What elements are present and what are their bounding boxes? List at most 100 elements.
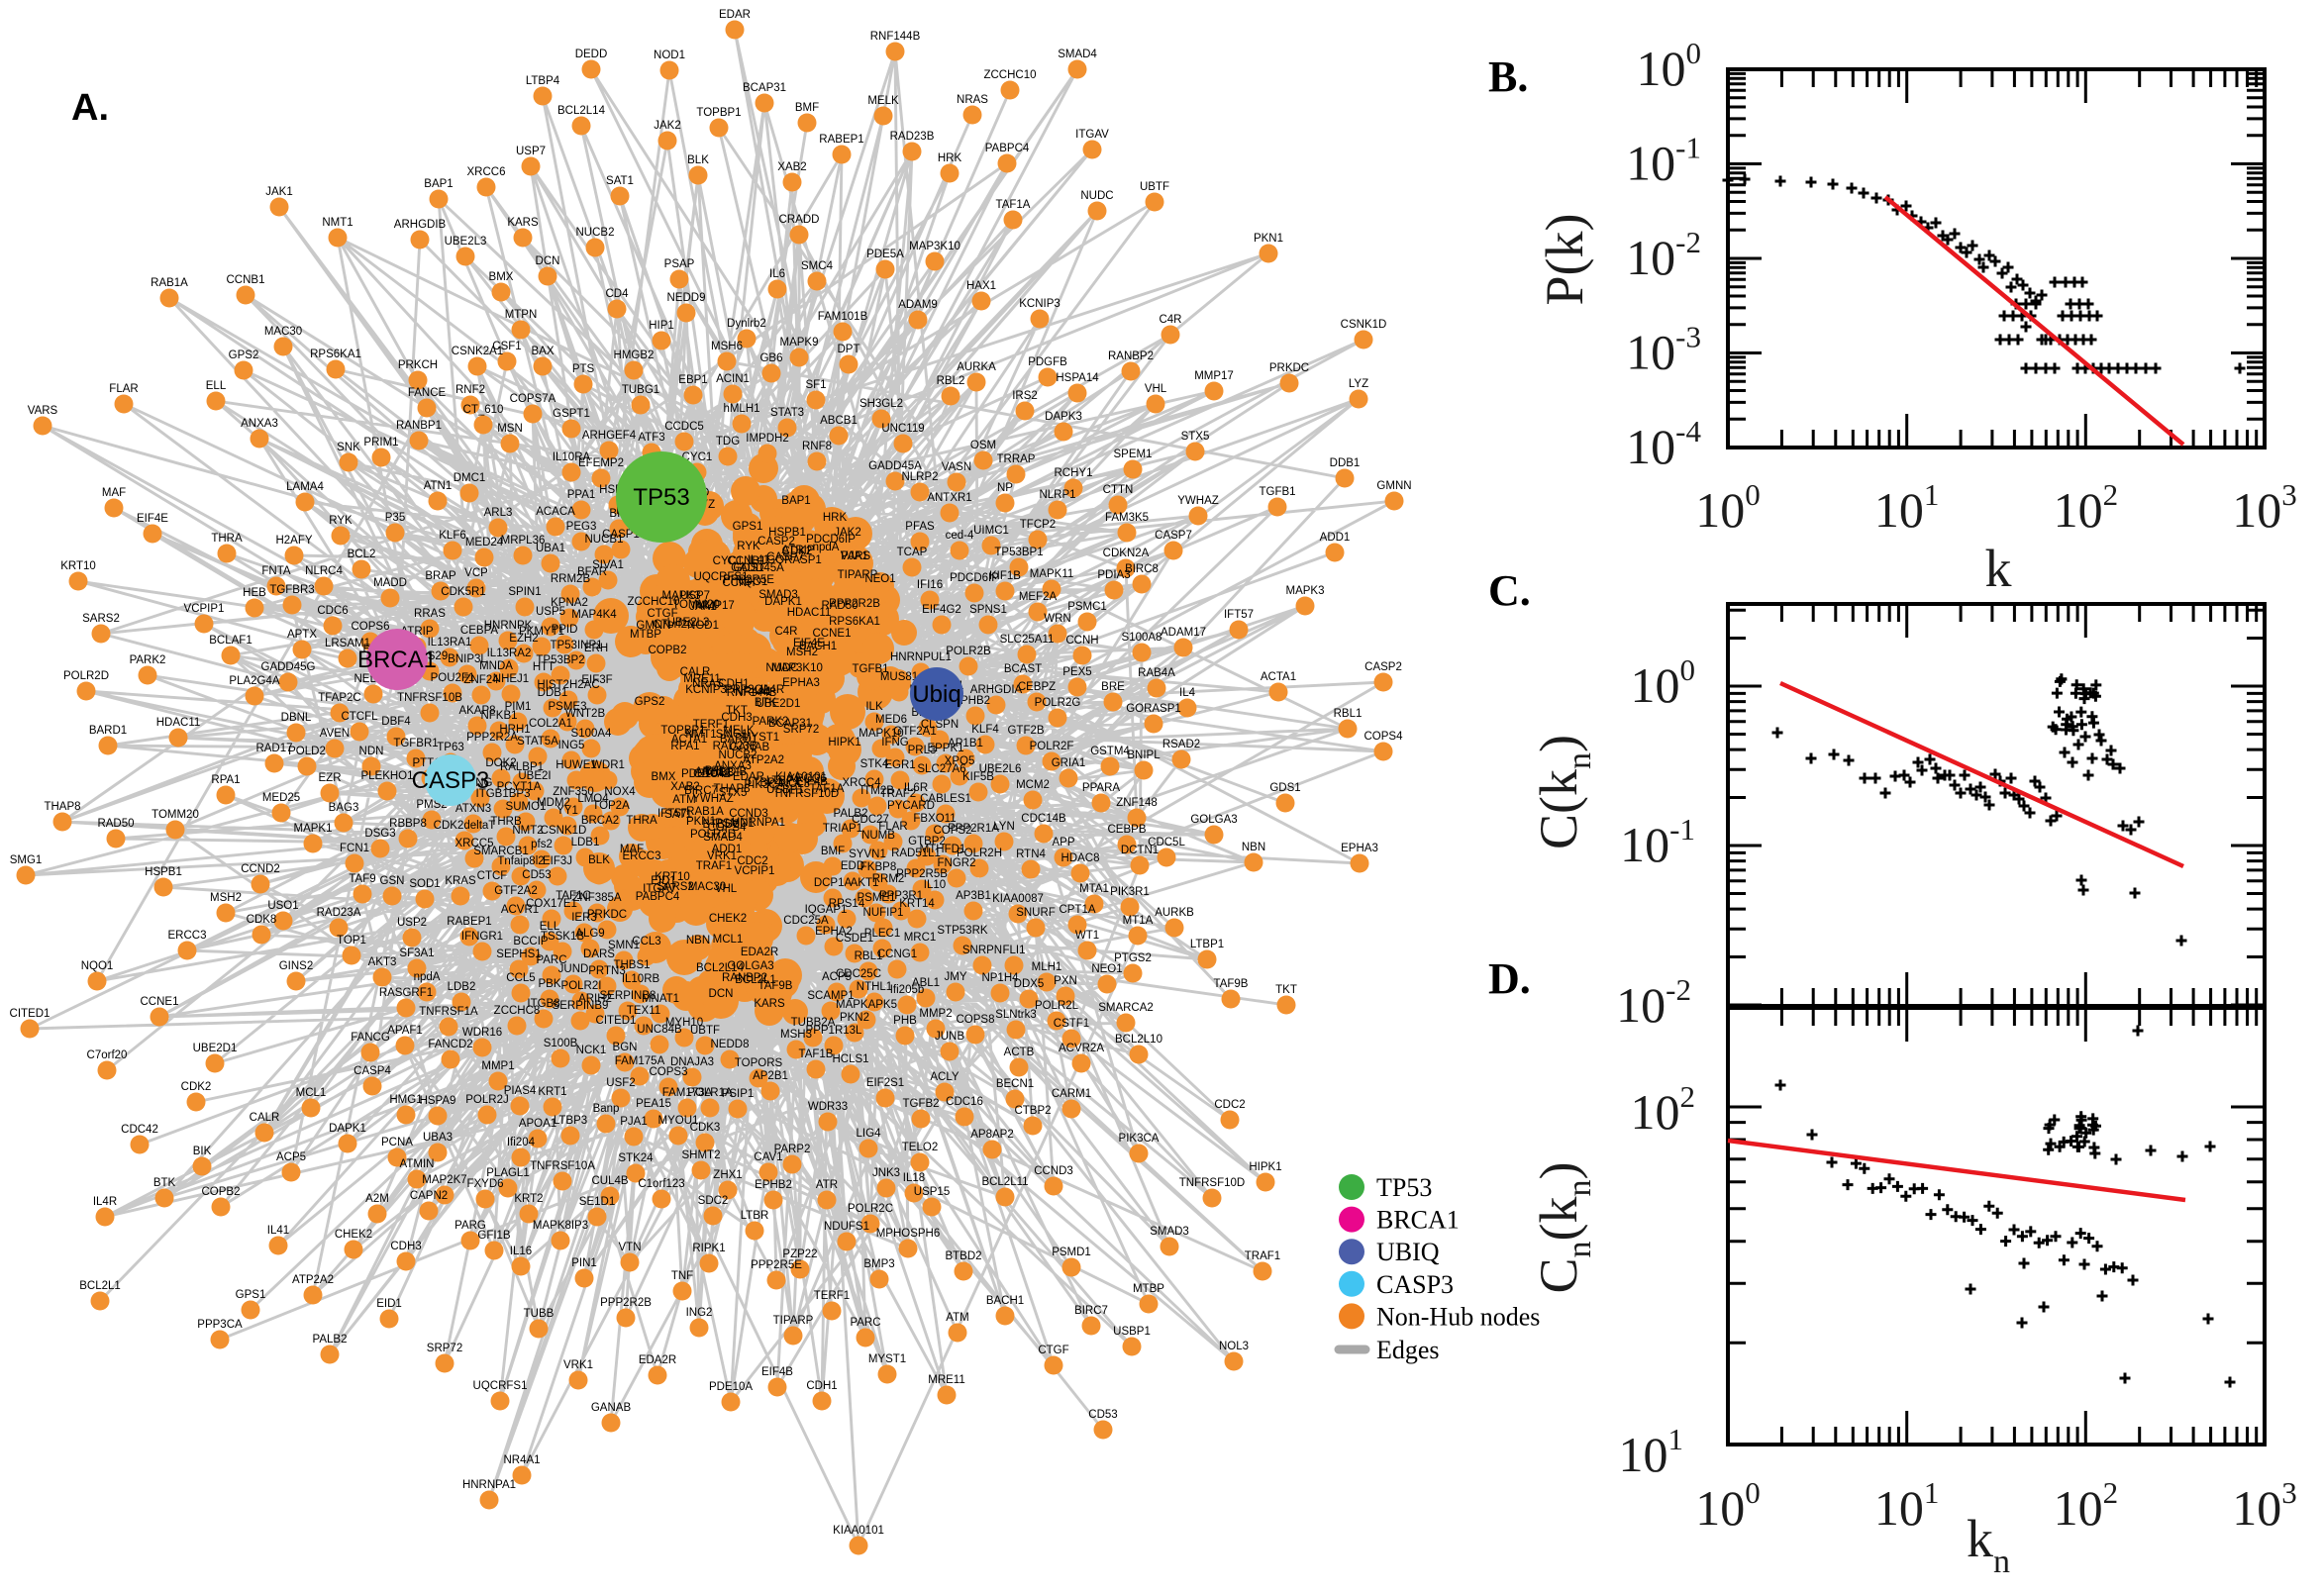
- svg-text:MDM2: MDM2: [537, 797, 570, 809]
- svg-text:BFAR: BFAR: [577, 566, 607, 578]
- svg-text:BIK: BIK: [193, 1146, 212, 1157]
- svg-text:COPB2: COPB2: [649, 645, 687, 656]
- svg-text:BTBD2: BTBD2: [945, 1250, 981, 1262]
- svg-text:PKN1: PKN1: [1254, 233, 1283, 245]
- svg-text:C4R: C4R: [1159, 314, 1181, 326]
- svg-text:MAP4K4: MAP4K4: [571, 609, 617, 621]
- svg-text:10-1: 10-1: [1626, 131, 1701, 191]
- svg-text:GB6: GB6: [759, 352, 782, 364]
- svg-text:ANXA3: ANXA3: [714, 760, 752, 772]
- svg-text:NEO1: NEO1: [864, 573, 895, 585]
- svg-text:CCNE1: CCNE1: [141, 996, 179, 1008]
- svg-text:PPARA: PPARA: [1082, 782, 1120, 794]
- svg-text:ACTA1: ACTA1: [671, 734, 707, 746]
- svg-text:CDC27: CDC27: [852, 814, 889, 826]
- svg-text:EDA2R: EDA2R: [741, 947, 778, 958]
- svg-text:ZNF148: ZNF148: [1116, 797, 1158, 809]
- svg-text:HTT: HTT: [533, 661, 555, 673]
- svg-text:Banp: Banp: [593, 1103, 620, 1115]
- svg-text:HIST2H2AC: HIST2H2AC: [537, 679, 599, 691]
- svg-text:PDCD6IP: PDCD6IP: [950, 572, 999, 584]
- svg-text:BIRC7: BIRC7: [1074, 1305, 1108, 1317]
- svg-text:JUNB: JUNB: [935, 1031, 964, 1043]
- svg-text:CDH3: CDH3: [721, 712, 752, 724]
- svg-text:FLAR: FLAR: [878, 821, 907, 833]
- svg-text:MTHFD1: MTHFD1: [920, 844, 966, 855]
- svg-text:IFT57: IFT57: [1224, 609, 1254, 621]
- svg-text:ANTXR1: ANTXR1: [927, 492, 971, 504]
- svg-text:TEX11: TEX11: [627, 1005, 660, 1017]
- svg-text:SYVN1: SYVN1: [849, 848, 886, 860]
- svg-text:NBN: NBN: [1242, 842, 1265, 853]
- svg-text:ATF3: ATF3: [638, 432, 664, 444]
- svg-text:PEG3: PEG3: [566, 521, 597, 533]
- svg-text:CCNE1: CCNE1: [813, 628, 852, 640]
- svg-text:ADD1: ADD1: [712, 844, 743, 855]
- svg-text:RANBP1: RANBP1: [396, 420, 442, 432]
- svg-text:RPS6KA1: RPS6KA1: [829, 616, 880, 628]
- svg-text:ELL: ELL: [206, 380, 227, 392]
- svg-text:BCAST: BCAST: [1004, 663, 1042, 675]
- svg-text:MAC30: MAC30: [688, 881, 726, 893]
- svg-text:BIRC7: BIRC7: [684, 785, 718, 797]
- svg-text:ANXA3: ANXA3: [241, 418, 278, 430]
- svg-text:HSPA14: HSPA14: [1056, 372, 1099, 384]
- svg-text:B.: B.: [1488, 52, 1528, 101]
- svg-text:YWHAZ: YWHAZ: [1177, 495, 1219, 507]
- svg-text:BAG3: BAG3: [329, 802, 359, 814]
- svg-text:EPPK1: EPPK1: [927, 743, 963, 754]
- svg-text:IFT57: IFT57: [657, 808, 687, 820]
- svg-text:ARHGDIA: ARHGDIA: [970, 684, 1023, 696]
- svg-text:PARG: PARG: [454, 1220, 486, 1232]
- svg-text:TELO2: TELO2: [902, 1142, 938, 1153]
- svg-text:GMNN: GMNN: [636, 620, 670, 632]
- svg-text:AKAP8: AKAP8: [458, 705, 495, 717]
- svg-text:HIPK1: HIPK1: [1249, 1161, 1281, 1173]
- svg-text:MAP3K10: MAP3K10: [909, 241, 960, 252]
- svg-text:P(k): P(k): [1535, 214, 1594, 306]
- svg-text:TAF1C: TAF1C: [556, 890, 591, 902]
- svg-text:Non-Hub nodes: Non-Hub nodes: [1376, 1302, 1540, 1331]
- svg-text:RAD51L1: RAD51L1: [891, 848, 941, 859]
- svg-text:SNURF: SNURF: [1016, 907, 1056, 919]
- svg-text:RNF8: RNF8: [802, 441, 832, 452]
- svg-text:PHB: PHB: [893, 1015, 917, 1027]
- svg-text:PSIP1: PSIP1: [722, 1088, 755, 1100]
- svg-text:VARS: VARS: [841, 550, 871, 562]
- svg-text:BECN1: BECN1: [996, 1078, 1034, 1090]
- svg-text:BTK: BTK: [153, 1177, 176, 1189]
- svg-text:DARS: DARS: [583, 948, 615, 960]
- svg-text:THRA: THRA: [626, 815, 657, 827]
- svg-text:SEPHS1: SEPHS1: [496, 948, 541, 960]
- svg-text:NRAS: NRAS: [957, 94, 988, 106]
- svg-text:CDC16: CDC16: [946, 1096, 983, 1108]
- svg-text:GFI1B: GFI1B: [477, 1230, 511, 1242]
- svg-text:BRCA2: BRCA2: [581, 815, 619, 827]
- svg-text:CASP3: CASP3: [1376, 1270, 1454, 1299]
- svg-text:UBE2L3: UBE2L3: [445, 236, 487, 248]
- svg-text:FAM175A: FAM175A: [615, 1055, 665, 1067]
- svg-text:KLF6: KLF6: [439, 530, 466, 542]
- svg-text:MNAT1: MNAT1: [642, 993, 679, 1005]
- svg-text:BLK: BLK: [687, 154, 709, 166]
- svg-text:GSTM4: GSTM4: [1090, 746, 1130, 757]
- svg-text:JUND: JUND: [558, 963, 589, 975]
- svg-text:MSH2: MSH2: [210, 892, 242, 904]
- svg-text:PPP2R5B: PPP2R5B: [896, 868, 948, 880]
- svg-text:APTX: APTX: [287, 629, 317, 641]
- svg-text:USP15: USP15: [914, 1186, 950, 1198]
- svg-text:ZNF350: ZNF350: [553, 786, 594, 798]
- svg-text:MELK: MELK: [867, 95, 899, 107]
- svg-text:GTBP2: GTBP2: [908, 836, 946, 848]
- svg-text:PXN: PXN: [1054, 975, 1077, 987]
- svg-text:CASP2: CASP2: [1364, 661, 1402, 673]
- svg-text:HDAC11: HDAC11: [156, 717, 201, 729]
- svg-text:CABLES1: CABLES1: [920, 793, 971, 805]
- svg-text:UBE2I: UBE2I: [518, 770, 551, 782]
- svg-text:IFI16: IFI16: [917, 579, 943, 591]
- svg-text:POLD2: POLD2: [288, 746, 326, 757]
- svg-text:DCP1A: DCP1A: [814, 877, 853, 889]
- svg-text:IL10: IL10: [924, 879, 946, 891]
- svg-text:RABEP1: RABEP1: [447, 916, 491, 928]
- svg-text:PIK3CA: PIK3CA: [1119, 1133, 1160, 1145]
